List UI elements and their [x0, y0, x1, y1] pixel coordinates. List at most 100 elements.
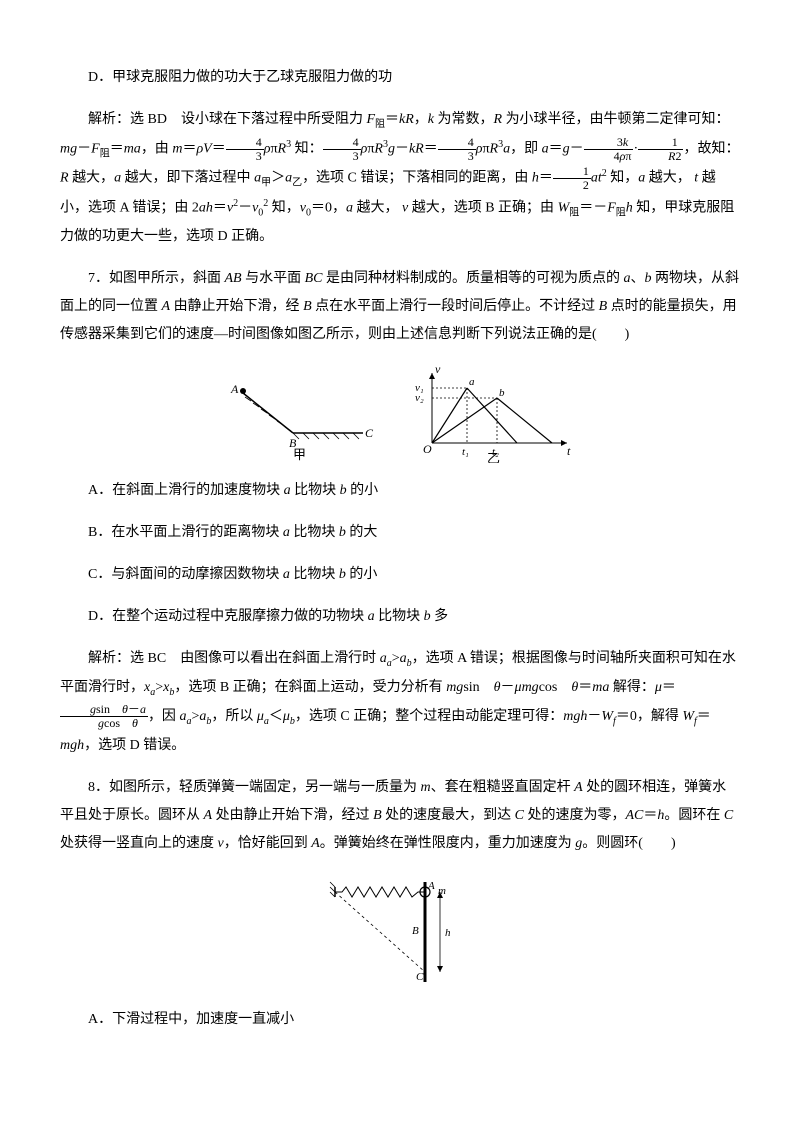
var: AB — [225, 271, 242, 286]
var: μ — [655, 680, 662, 695]
var: ma — [124, 141, 141, 156]
text: 为常数， — [434, 112, 494, 127]
var: h — [626, 200, 633, 215]
q7-stem: 7．如图甲所示，斜面 AB 与水平面 BC 是由同种材料制成的。质量相等的可视为… — [60, 265, 740, 349]
text: 处获得一竖直向上的速度 — [60, 836, 218, 851]
text: 如图甲所示，斜面 — [109, 271, 225, 286]
text: 、 — [631, 271, 645, 286]
text: D．在整个运动过程中克服摩擦力做的功物块 — [88, 609, 368, 624]
var: ab — [199, 709, 211, 724]
q7-fig2: v v₁ v₂ a b t₁ t₂ t O 乙 — [407, 363, 577, 463]
text: ，解得 — [637, 709, 683, 724]
text: ，因 — [148, 709, 180, 724]
var: a — [284, 483, 291, 498]
var: μb — [283, 709, 295, 724]
fig1-A: A — [230, 382, 239, 396]
fraction: 43 — [226, 136, 264, 163]
q8-num: 8． — [88, 780, 109, 795]
text: 比物块 — [375, 609, 424, 624]
text: ，选项 C 错误；下落相同的距离，由 — [302, 171, 532, 186]
fig-B: B — [412, 925, 419, 937]
sub: 阻 — [569, 207, 579, 218]
var: kR — [409, 141, 424, 156]
text: 设小球在下落过程中所受阻力 — [181, 112, 367, 127]
sol-label: 解析：选 BC — [88, 651, 166, 666]
text: ，即 — [510, 141, 542, 156]
fig2-v2: v₂ — [415, 392, 424, 404]
var: mg — [446, 680, 463, 695]
fraction: 43 — [438, 136, 476, 163]
text: 点在水平面上滑行一段时间后停止。不计经过 — [312, 299, 599, 314]
var: at — [591, 171, 602, 186]
q7-num: 7． — [88, 271, 109, 286]
text: 与水平面 — [242, 271, 305, 286]
var: F — [91, 141, 100, 156]
var: F — [366, 112, 375, 127]
sub: 甲 — [261, 178, 271, 189]
var: a — [542, 141, 549, 156]
fig2-label: 乙 — [487, 451, 500, 463]
fig1-C: C — [365, 426, 374, 440]
var: aa — [380, 651, 392, 666]
sub: 阻 — [616, 207, 626, 218]
var: b — [339, 567, 346, 582]
var: B — [303, 299, 312, 314]
var: a — [285, 171, 292, 186]
text: 由图像可以看出在斜面上滑行时 — [180, 651, 380, 666]
var: g — [388, 141, 395, 156]
text: ，所以 — [211, 709, 257, 724]
var: ρ — [264, 141, 271, 156]
q6-solution: 解析：选 BD 设小球在下落过程中所受阻力 F阻＝kR，k 为常数，R 为小球半… — [60, 106, 740, 251]
text: ，选项 D 错误。 — [84, 738, 185, 753]
text: ， — [332, 200, 346, 215]
fig2-t1: t₁ — [462, 446, 469, 458]
var: A — [204, 808, 213, 823]
var: R — [278, 141, 287, 156]
text: 越大，即下落过程中 — [121, 171, 254, 186]
var: b — [339, 525, 346, 540]
fraction: 1R2 — [638, 136, 683, 163]
q7-opt-d: D．在整个运动过程中克服摩擦力做的功物块 a 比物块 b 多 — [60, 603, 740, 631]
var: ρ — [476, 141, 483, 156]
var: θ — [571, 680, 578, 695]
var: a — [368, 609, 375, 624]
var: A — [574, 780, 583, 795]
var: BC — [305, 271, 323, 286]
q7-fig1: A B C 甲 — [223, 373, 383, 463]
fraction: 12 — [553, 165, 591, 192]
text: 为小球半径，由牛顿第二定律可知： — [502, 112, 730, 127]
var: xa — [144, 680, 155, 695]
var: b — [340, 483, 347, 498]
text: 的小 — [346, 567, 378, 582]
var: ah — [199, 200, 213, 215]
text: 处的速度最大，到达 — [382, 808, 515, 823]
text: ， — [414, 112, 428, 127]
text: B．在水平面上滑行的距离物块 — [88, 525, 283, 540]
q8-fig: A m B C h — [320, 872, 480, 992]
text: 越大， — [353, 200, 402, 215]
text: 比物块 — [290, 525, 339, 540]
q7-opt-c: C．与斜面间的动摩擦因数物块 a 比物块 b 的小 — [60, 561, 740, 589]
text: 如图所示，轻质弹簧一端固定，另一端与一质量为 — [109, 780, 421, 795]
q7-figures: A B C 甲 v v₁ v₂ a b t₁ t₂ t O 乙 — [60, 363, 740, 463]
text: 。弹簧始终在弹性限度内，重力加速度为 — [320, 836, 576, 851]
var: W — [558, 200, 570, 215]
var: b — [424, 609, 431, 624]
text: 知： — [291, 141, 323, 156]
fraction: 3k4ρπ — [584, 136, 634, 163]
var: R — [490, 141, 499, 156]
var: AC — [625, 808, 643, 823]
var: Wf — [682, 709, 696, 724]
q7-solution: 解析：选 BC 由图像可以看出在斜面上滑行时 aa>ab，选项 A 错误；根据图… — [60, 645, 740, 759]
var: μa — [257, 709, 269, 724]
var: aa — [179, 709, 191, 724]
fig2-a: a — [469, 376, 475, 388]
var: R — [374, 141, 383, 156]
var: mgh — [60, 738, 84, 753]
var: a — [624, 271, 631, 286]
fig2-b: b — [499, 387, 505, 399]
var: mg — [60, 141, 77, 156]
var: ρV — [196, 141, 211, 156]
text: 知， — [607, 171, 639, 186]
fig2-t: t — [567, 444, 571, 458]
